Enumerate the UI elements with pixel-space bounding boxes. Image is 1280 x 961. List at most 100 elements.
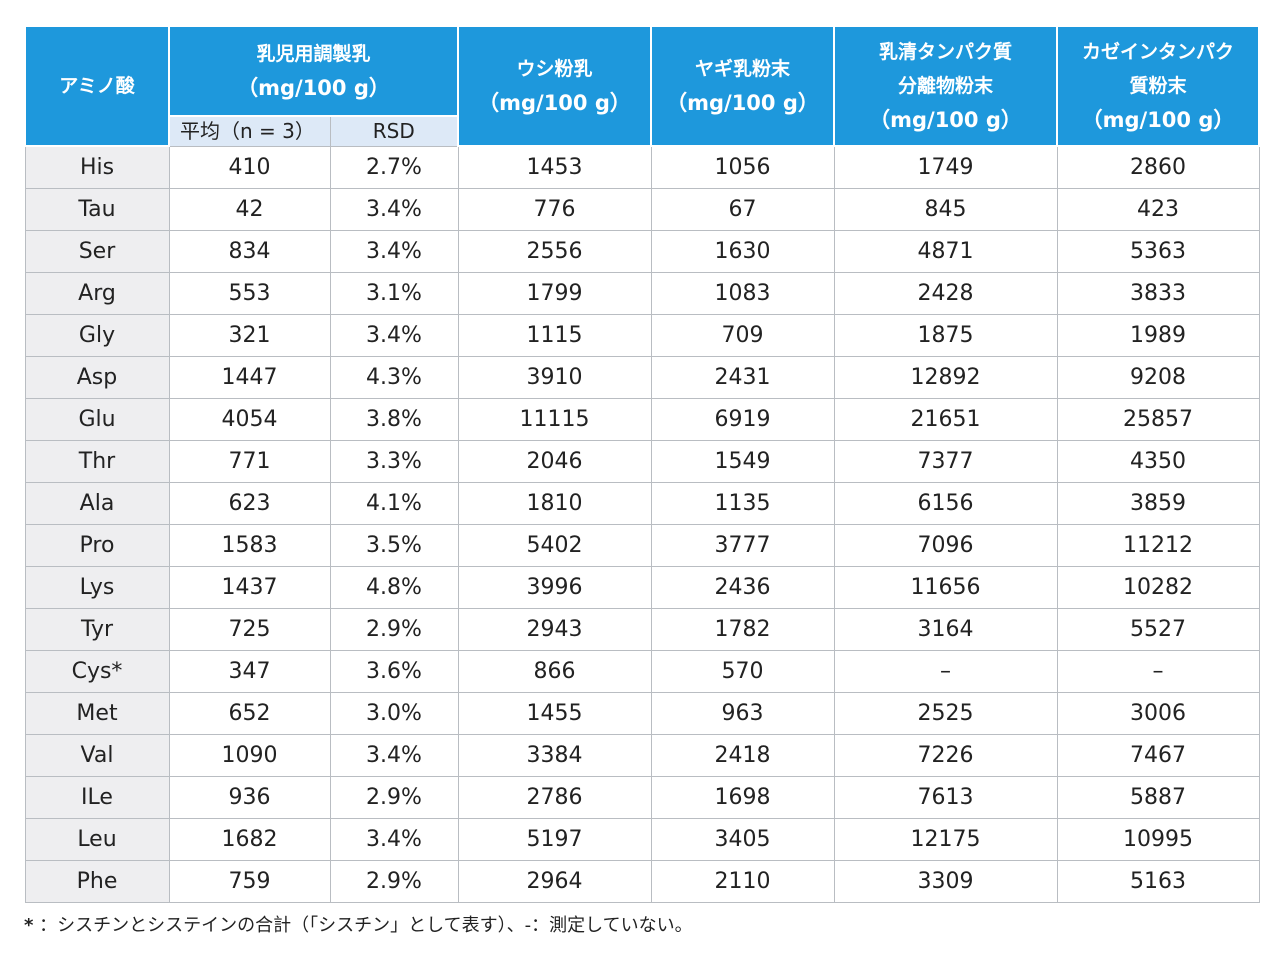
whey-cell: 12175 (833, 817, 1058, 861)
whey-cell: 12892 (833, 355, 1058, 399)
whey-cell: 7377 (833, 439, 1058, 483)
goat-milk-cell: 709 (650, 313, 835, 357)
amino-acid-cell: His (24, 145, 170, 189)
header-amino-acid: アミノ酸 (24, 25, 170, 147)
table-body: His 410 2.7% 1453 1056 1749 2860 Tau 42 3.4% 776 67… (24, 145, 1260, 903)
mean-cell: 623 (168, 481, 331, 525)
whey-cell: 7096 (833, 523, 1058, 567)
mean-cell: 321 (168, 313, 331, 357)
whey-cell: 3164 (833, 607, 1058, 651)
table-row: Ala 623 4.1% 1810 1135 6156 3859 (24, 481, 1260, 525)
goat-milk-cell: 2418 (650, 733, 835, 777)
whey-cell: 3309 (833, 859, 1058, 903)
rsd-cell: 3.8% (329, 397, 459, 441)
casein-cell: 7467 (1056, 733, 1260, 777)
cow-milk-cell: 1115 (457, 313, 652, 357)
header-whey-line2: 分離物粉末 (897, 75, 993, 97)
header-cow-milk: ウシ粉乳 （mg/100 g） (457, 25, 652, 147)
mean-cell: 652 (168, 691, 331, 735)
goat-milk-cell: 1549 (650, 439, 835, 483)
amino-acid-cell: Tau (24, 187, 170, 231)
cow-milk-cell: 2964 (457, 859, 652, 903)
header-goat-milk-unit: （mg/100 g） (666, 91, 819, 115)
amino-acid-cell: Phe (24, 859, 170, 903)
rsd-cell: 4.1% (329, 481, 459, 525)
cow-milk-cell: 2943 (457, 607, 652, 651)
mean-cell: 1447 (168, 355, 331, 399)
header-infant-formula-unit: （mg/100 g） (237, 76, 390, 100)
header-whey-line1: 乳清タンパク質 (878, 41, 1012, 63)
amino-acid-cell: Val (24, 733, 170, 777)
header-infant-formula: 乳児用調製乳 （mg/100 g） (168, 25, 459, 117)
cow-milk-cell: 2046 (457, 439, 652, 483)
casein-cell: 3833 (1056, 271, 1260, 315)
mean-cell: 1090 (168, 733, 331, 777)
whey-cell: 6156 (833, 481, 1058, 525)
cow-milk-cell: 866 (457, 649, 652, 693)
cow-milk-cell: 11115 (457, 397, 652, 441)
goat-milk-cell: 963 (650, 691, 835, 735)
header-casein-unit: （mg/100 g） (1081, 108, 1235, 132)
casein-cell: 4350 (1056, 439, 1260, 483)
goat-milk-cell: 6919 (650, 397, 835, 441)
amino-acid-table: アミノ酸 乳児用調製乳 （mg/100 g） ウシ粉乳 （mg/100 g） ヤ… (24, 25, 1260, 903)
cow-milk-cell: 5402 (457, 523, 652, 567)
goat-milk-cell: 2436 (650, 565, 835, 609)
rsd-cell: 4.8% (329, 565, 459, 609)
goat-milk-cell: 1135 (650, 481, 835, 525)
amino-acid-cell: Met (24, 691, 170, 735)
header-casein-line1: カゼインタンパク (1081, 41, 1234, 63)
casein-cell: 5887 (1056, 775, 1260, 819)
rsd-cell: 3.4% (329, 229, 459, 273)
table-row: Cys* 347 3.6% 866 570– – (24, 649, 1260, 693)
mean-cell: 759 (168, 859, 331, 903)
whey-cell: 1875 (833, 313, 1058, 357)
casein-cell: 11212 (1056, 523, 1260, 567)
mean-cell: 725 (168, 607, 331, 651)
rsd-cell: 3.1% (329, 271, 459, 315)
mean-cell: 410 (168, 145, 331, 189)
mean-cell: 936 (168, 775, 331, 819)
mean-cell: 553 (168, 271, 331, 315)
casein-cell: 3859 (1056, 481, 1260, 525)
table-row: Met 652 3.0% 1455 963 2525 3006 (24, 691, 1260, 735)
header-whey: 乳清タンパク質 分離物粉末 （mg/100 g） (833, 25, 1058, 147)
goat-milk-cell: 1083 (650, 271, 835, 315)
rsd-cell: 3.4% (329, 817, 459, 861)
amino-acid-cell: Arg (24, 271, 170, 315)
amino-acid-cell: Lys (24, 565, 170, 609)
table-row: Asp 1447 4.3% 3910 2431 12892 9208 (24, 355, 1260, 399)
rsd-cell: 4.3% (329, 355, 459, 399)
table-row: Glu 4054 3.8% 11115 6919 21651 25857 (24, 397, 1260, 441)
header-mean: 平均（n = 3） (168, 115, 331, 147)
mean-cell: 4054 (168, 397, 331, 441)
cow-milk-cell: 776 (457, 187, 652, 231)
cow-milk-cell: 5197 (457, 817, 652, 861)
cow-milk-cell: 2786 (457, 775, 652, 819)
rsd-cell: 3.6% (329, 649, 459, 693)
rsd-cell: 3.4% (329, 733, 459, 777)
cow-milk-cell: 1810 (457, 481, 652, 525)
table-row: Pro 1583 3.5% 5402 3777 7096 11212 (24, 523, 1260, 567)
rsd-cell: 3.0% (329, 691, 459, 735)
table-row: Thr 771 3.3% 2046 1549 7377 4350 (24, 439, 1260, 483)
cow-milk-cell: 3384 (457, 733, 652, 777)
whey-cell: 11656 (833, 565, 1058, 609)
whey-cell: 7226 (833, 733, 1058, 777)
header-cow-milk-name: ウシ粉乳 (516, 58, 593, 80)
mean-cell: 1437 (168, 565, 331, 609)
table-row: Phe 759 2.9% 2964 2110 3309 5163 (24, 859, 1260, 903)
header-casein: カゼインタンパク 質粉末 （mg/100 g） (1056, 25, 1260, 147)
goat-milk-cell: 1782 (650, 607, 835, 651)
casein-cell: 5363 (1056, 229, 1260, 273)
table-row: Arg 553 3.1% 1799 1083 2428 3833 (24, 271, 1260, 315)
casein-cell: 9208 (1056, 355, 1260, 399)
casein-cell: 10282 (1056, 565, 1260, 609)
table-row: Gly 321 3.4% 1115 709 1875 1989 (24, 313, 1260, 357)
header-infant-formula-name: 乳児用調製乳 (256, 43, 371, 65)
casein-cell: 3006 (1056, 691, 1260, 735)
whey-cell: 21651 (833, 397, 1058, 441)
footnote-text: ：シスチンとシステインの合計（「シスチン」として表す）、-：測定していない。 (39, 915, 693, 936)
cow-milk-cell: 2556 (457, 229, 652, 273)
whey-cell: 4871 (833, 229, 1058, 273)
